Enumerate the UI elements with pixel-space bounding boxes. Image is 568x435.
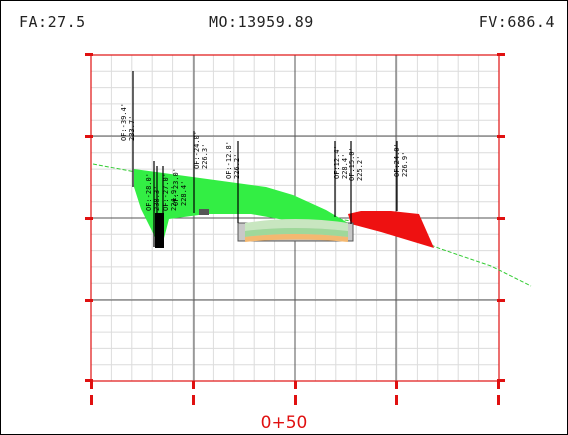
offset-label-2-line2: 238.3' — [153, 186, 161, 211]
offset-label-5-line1: OF:-24.0' — [193, 131, 201, 169]
offset-label-9-line1: OF:24.0' — [393, 143, 401, 177]
offset-label-4: OF:-23.0'228.4' — [172, 168, 188, 206]
fa-readout: FA:27.5 — [19, 13, 86, 31]
offset-label-3-line1: OF:-27.0' — [162, 173, 170, 211]
offset-label-6: OF:-12.8'226.2' — [225, 141, 241, 179]
offset-label-2-line1: OF:-28.0' — [145, 173, 153, 211]
offset-label-4-line1: OF:-23.0' — [172, 168, 180, 206]
offset-label-1: OF:-39.4'233.7' — [120, 103, 136, 141]
offset-label-5-line2: 226.3' — [201, 144, 209, 169]
offset-label-1-line2: 233.7' — [128, 116, 136, 141]
frame-ticks — [85, 53, 505, 405]
offset-label-7-line2: 228.4' — [341, 154, 349, 179]
offset-label-3: OF:-27.0'224.9' — [162, 173, 178, 211]
offset-label-7-line1: OF:12.4' — [333, 145, 341, 179]
cut-area — [134, 169, 348, 243]
offset-label-8-line1: OF:15.0' — [348, 147, 356, 181]
offset-label-1-line1: OF:-39.4' — [120, 103, 128, 141]
offset-label-8: OF:15.0'225.2' — [348, 147, 364, 181]
offset-label-6-line2: 226.2' — [233, 154, 241, 179]
offset-label-7: OF:12.4'228.4' — [333, 145, 349, 179]
fill-area — [348, 211, 434, 248]
offset-label-9-line2: 226.9' — [401, 152, 409, 177]
offset-label-4-line2: 228.4' — [180, 181, 188, 206]
offset-label-6-line1: OF:-12.8' — [225, 141, 233, 179]
ditch-posts — [132, 71, 398, 247]
offset-label-9: OF:24.0'226.9' — [393, 143, 409, 177]
pavement-structure — [199, 209, 354, 242]
station-label: 0+50 — [260, 413, 308, 433]
ditch-block — [155, 213, 164, 248]
offset-label-5: OF:-24.0'226.3' — [193, 131, 209, 169]
offset-label-3-line2: 224.9' — [170, 186, 178, 211]
mo-readout: MO:13959.89 — [209, 13, 314, 31]
fv-readout: FV:686.4 — [478, 13, 555, 31]
offset-label-2: OF:-28.0'238.3' — [145, 173, 161, 211]
offset-labels: OF:-39.4'233.7' OF:-28.0'238.3' OF:-27.0… — [120, 103, 409, 211]
offset-label-8-line2: 225.2' — [356, 156, 364, 181]
